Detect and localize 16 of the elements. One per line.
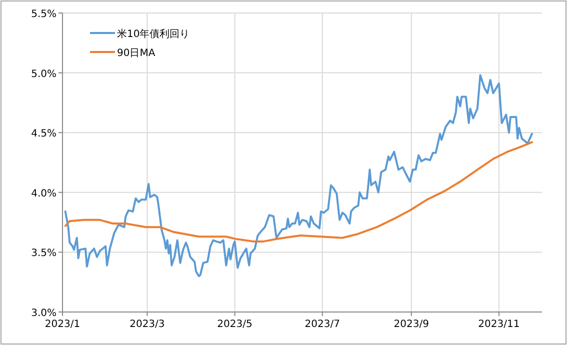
- x-tick-label: 2023/9: [394, 319, 429, 330]
- legend-label: 90日MA: [117, 48, 156, 59]
- y-tick-label: 4.5%: [31, 128, 56, 140]
- y-tick-label: 5.0%: [31, 68, 56, 80]
- y-tick-label: 3.5%: [31, 248, 56, 260]
- x-tick-label: 2023/5: [217, 319, 252, 330]
- x-tick-label: 2023/11: [478, 319, 520, 330]
- line-series: [64, 141, 533, 242]
- y-tick-label: 3.0%: [31, 308, 56, 319]
- x-tick-label: 2023/3: [130, 319, 165, 330]
- legend-label: 米10年債利回り: [117, 28, 190, 40]
- x-tick-label: 2023/1: [44, 319, 80, 330]
- y-tick-label: 4.0%: [31, 188, 56, 200]
- x-tick-label: 2023/7: [304, 319, 340, 330]
- line-series: [64, 74, 533, 278]
- y-tick-label: 5.5%: [31, 9, 56, 20]
